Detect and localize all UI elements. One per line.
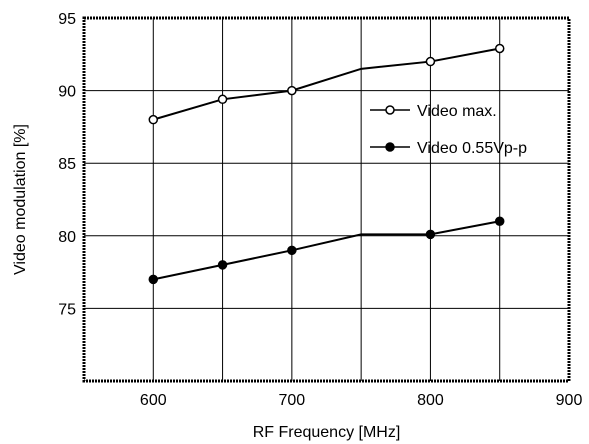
x-tick-label: 900 [556, 392, 583, 409]
data-point [287, 245, 297, 256]
x-axis-label: RF Frequency [MHz] [253, 424, 401, 441]
data-point [217, 260, 228, 270]
legend-label: Video max. [417, 103, 497, 120]
series-line-2 [153, 220, 500, 281]
data-point [494, 43, 505, 54]
data-point [148, 114, 159, 125]
legend-marker [385, 142, 395, 152]
y-tick-label: 80 [58, 229, 76, 246]
y-tick-label: 85 [58, 156, 76, 173]
data-point [287, 85, 297, 96]
grid [84, 18, 569, 381]
legend: Video max. Video 0.55Vp-p [370, 103, 527, 157]
data-point [425, 229, 436, 240]
legend-label: Video 0.55Vp-p [417, 140, 527, 157]
x-tick-label: 800 [417, 392, 444, 409]
data-point [425, 56, 436, 67]
plot-frame [82, 16, 571, 383]
tick-labels: 600 700 800 900 75 80 85 90 95 [58, 11, 582, 409]
x-tick-label: 600 [140, 392, 167, 409]
legend-marker [385, 105, 395, 115]
y-tick-label: 90 [58, 84, 76, 101]
data-point [217, 94, 228, 105]
series-line-1 [153, 47, 500, 121]
y-tick-label: 95 [58, 11, 76, 28]
x-tick-label: 700 [279, 392, 306, 409]
data-point [494, 216, 505, 227]
data-point [148, 274, 159, 285]
y-axis-label: Video modulation [%] [12, 124, 29, 275]
y-tick-label: 75 [58, 301, 76, 318]
series-layer [148, 43, 505, 285]
